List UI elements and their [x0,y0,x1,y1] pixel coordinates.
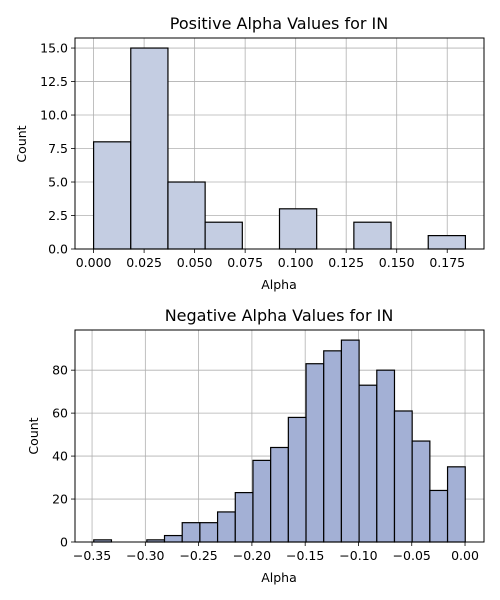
x-tick-label: −0.10 [339,548,377,563]
x-tick-label: 0.100 [278,255,314,270]
histogram-bar [411,440,431,543]
y-tick-label: 12.5 [40,74,68,89]
histogram-bar [323,350,343,543]
x-tick-label: −0.05 [393,548,431,563]
y-tick-label: 2.5 [48,208,68,223]
x-tick-label: 0.000 [76,255,112,270]
histogram-bar [167,181,206,250]
plot-frame [74,329,485,543]
histogram-bar [427,235,467,250]
histogram-bar [130,47,169,250]
y-tick-label: 15.0 [40,41,68,56]
x-tick-label: 0.175 [429,255,465,270]
x-tick-label: 0.050 [177,255,213,270]
x-tick-label: 0.075 [227,255,263,270]
y-tick-label: 60 [52,406,68,421]
chart-negative-alpha: Negative Alpha Values for IN −0.35 −0.30−… [26,306,485,585]
histogram-bar [252,459,272,543]
x-tick-label: 0.00 [451,548,479,563]
y-axis-label: Count [14,125,29,162]
chart-title: Negative Alpha Values for IN [165,306,394,325]
x-tick-label: −0.30 [126,548,164,563]
x-axis-ticks: 0.000 0.025 0.050 0.075 0.100 0.125 0.150 0.175 [76,249,465,270]
y-axis-label: Count [26,417,41,454]
histogram-bar [216,511,236,543]
y-axis-ticks: 0.0 2.5 5.0 7.5 10.0 12.5 15.0 [40,41,75,257]
y-tick-label: 5.0 [48,175,68,190]
x-tick-label: −0.25 [179,548,217,563]
x-axis-label: Alpha [261,570,297,585]
histogram-bar [393,410,413,543]
histogram-bar [92,141,132,250]
histogram-bar [234,491,254,543]
x-axis-ticks: −0.35 −0.30 −0.25 −0.20 −0.15 −0.10 −0.05 0.00 [73,542,479,563]
y-tick-label: 40 [52,449,68,464]
plot-frame [74,37,485,250]
y-tick-label: 80 [52,363,68,378]
chart-title: Positive Alpha Values for IN [170,14,388,33]
chart-positive-alpha: Positive Alpha Values for IN 0.000 0.025 0… [14,14,485,292]
x-axis-label: Alpha [261,277,297,292]
y-tick-label: 0.0 [48,242,68,257]
x-tick-label: −0.35 [73,548,111,563]
y-tick-label: 7.5 [48,141,68,156]
histogram-bar [376,369,396,543]
histogram-bars [92,47,467,250]
histogram-bar [287,416,307,543]
histogram-bar [305,363,325,543]
histogram-bar [340,339,360,543]
y-axis-ticks: 0 20 40 60 80 [52,363,75,550]
histogram-bar [353,221,392,250]
histogram-bar [181,522,201,543]
x-tick-label: 0.150 [379,255,415,270]
histogram-bar [163,534,183,543]
histogram-bar [278,208,318,250]
y-tick-label: 10.0 [40,108,68,123]
histogram-bar [199,522,219,543]
histogram-bar [204,221,243,250]
y-tick-label: 0 [60,535,68,550]
x-tick-label: 0.125 [328,255,364,270]
x-tick-label: −0.20 [233,548,271,563]
x-tick-label: 0.025 [126,255,162,270]
histogram-bar [358,384,378,543]
histogram-bar [270,446,289,543]
histogram-bar [446,466,466,543]
histogram-bar [429,489,449,543]
x-tick-label: −0.15 [286,548,324,563]
y-tick-label: 20 [52,492,68,507]
